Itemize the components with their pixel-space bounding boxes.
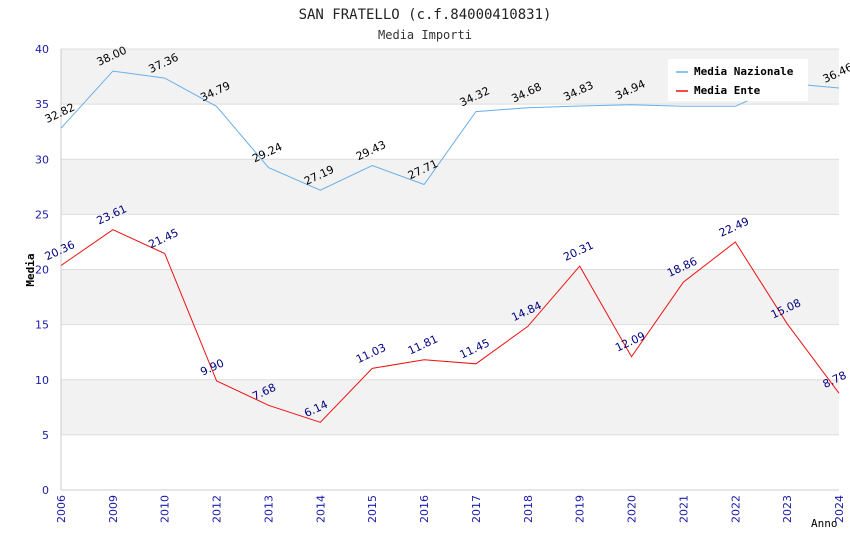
- y-tick-label: 25: [35, 208, 49, 221]
- grid-band: [61, 379, 839, 435]
- y-tick-label: 35: [35, 98, 49, 111]
- chart-subtitle: Media Importi: [378, 28, 472, 42]
- x-tick-label: 2014: [314, 495, 327, 523]
- chart-title: SAN FRATELLO (c.f.84000410831): [299, 7, 552, 23]
- plot-background: [61, 49, 839, 490]
- x-tick-label: 2010: [159, 495, 172, 523]
- series-line-media-ente: [60, 229, 840, 423]
- x-tick-label: 2016: [418, 495, 431, 523]
- x-tick-label: 2017: [470, 495, 483, 523]
- y-tick-label: 40: [35, 43, 49, 56]
- x-tick-label: 2024: [833, 495, 846, 523]
- x-tick-label: 2009: [107, 495, 120, 523]
- x-tick-label: 2019: [574, 495, 587, 523]
- x-tick-label: 2015: [366, 495, 379, 523]
- y-tick-label: 30: [35, 153, 49, 166]
- legend-box: [668, 59, 808, 101]
- x-tick-label: 2022: [729, 495, 742, 523]
- x-tick-label: 2012: [211, 495, 224, 523]
- legend-label-media-ente: Media Ente: [694, 84, 761, 97]
- grid-band: [61, 434, 839, 490]
- x-tick-label: 2021: [677, 495, 690, 523]
- legend: Media Nazionale Media Ente: [668, 59, 808, 101]
- x-tick-label: 2018: [522, 495, 535, 523]
- y-tick-label: 20: [35, 264, 49, 277]
- y-tick-label: 10: [35, 374, 49, 387]
- grid-band: [61, 159, 839, 215]
- y-tick-label: 15: [35, 319, 49, 332]
- x-axis-label: Anno: [811, 517, 838, 530]
- series-lines: [60, 70, 840, 423]
- x-tick-label: 2023: [781, 495, 794, 523]
- axes: 0 5 10 15 20 25 30 35 40 2006 2009 2010 2012 2013 2014…: [35, 43, 846, 523]
- x-tick-label: 2006: [55, 495, 68, 523]
- y-axis-label: Media: [24, 253, 37, 286]
- series-line-media-nazionale: [60, 70, 840, 191]
- y-tick-label: 5: [42, 429, 49, 442]
- x-tick-label: 2020: [626, 495, 639, 523]
- x-tick-label: 2013: [262, 495, 275, 523]
- grid-band: [61, 104, 839, 160]
- grid-band: [61, 324, 839, 380]
- y-tick-label: 0: [42, 484, 49, 497]
- legend-label-media-nazionale: Media Nazionale: [694, 65, 794, 78]
- grid-band: [61, 214, 839, 270]
- grid-band: [61, 269, 839, 325]
